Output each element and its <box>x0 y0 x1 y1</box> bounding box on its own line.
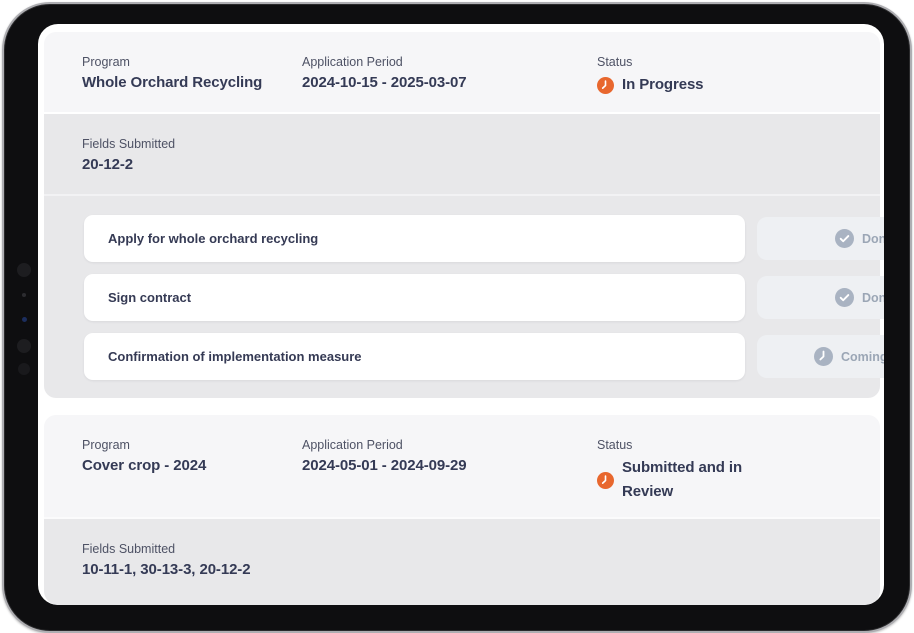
fields-submitted-value: 20-12-2 <box>82 156 134 173</box>
check-circle-icon <box>835 288 854 307</box>
fields-submitted-value: 10-11-1, 30-13-3, 20-12-2 <box>82 561 251 578</box>
program-label: Program <box>82 438 130 452</box>
sensor-dot-icon <box>22 317 27 322</box>
task-row-confirmation[interactable]: Confirmation of implementation measure <box>84 333 745 380</box>
task-status-badge: Coming <box>757 335 884 378</box>
task-status-badge: Done <box>757 217 884 260</box>
program-field: Program Cover crop - 2024 <box>82 437 206 476</box>
front-camera-icon <box>17 339 31 353</box>
clock-status-icon <box>597 471 614 489</box>
fields-submitted-section: Fields Submitted 20-12-2 <box>44 114 880 194</box>
program-card-header: Program Cover crop - 2024 Application Pe… <box>44 415 880 517</box>
badge-label: Done <box>862 231 884 246</box>
badge-label: Done <box>862 290 884 305</box>
sensor-dot-icon <box>22 293 26 297</box>
status-value: In Progress <box>622 76 704 93</box>
application-period-value: 2024-10-15 - 2025-03-07 <box>302 74 467 91</box>
front-camera-icon <box>18 363 30 375</box>
status-field: Status Submitted and in Review <box>597 437 762 504</box>
application-period-label: Application Period <box>302 55 403 69</box>
application-period-label: Application Period <box>302 438 403 452</box>
task-status-badge: Done <box>757 276 884 319</box>
check-circle-icon <box>835 229 854 248</box>
fields-submitted-field: Fields Submitted 20-12-2 <box>82 136 175 175</box>
badge-label: Coming <box>841 349 884 364</box>
application-period-field: Application Period 2024-10-15 - 2025-03-… <box>302 54 467 93</box>
application-period-field: Application Period 2024-05-01 - 2024-09-… <box>302 437 467 476</box>
app-screen: Program Whole Orchard Recycling Applicat… <box>38 24 884 605</box>
program-label: Program <box>82 55 130 69</box>
status-field: Status In Progress <box>597 54 704 97</box>
task-list: Apply for whole orchard recycling Sign c… <box>44 196 884 398</box>
status-value: Submitted and in Review <box>622 459 743 500</box>
fields-submitted-section: Fields Submitted 10-11-1, 30-13-3, 20-12… <box>44 519 880 605</box>
application-period-value: 2024-05-01 - 2024-09-29 <box>302 457 467 474</box>
section-divider <box>44 194 880 196</box>
front-camera-icon <box>17 263 31 277</box>
program-field: Program Whole Orchard Recycling <box>82 54 262 93</box>
clock-status-icon <box>597 76 614 94</box>
section-divider <box>44 517 880 519</box>
program-card-header: Program Whole Orchard Recycling Applicat… <box>44 32 880 112</box>
task-row-apply[interactable]: Apply for whole orchard recycling <box>84 215 745 262</box>
program-value: Whole Orchard Recycling <box>82 74 263 91</box>
status-label: Status <box>597 438 633 452</box>
clock-circle-icon <box>814 347 833 366</box>
fields-submitted-label: Fields Submitted <box>82 542 176 556</box>
fields-submitted-field: Fields Submitted 10-11-1, 30-13-3, 20-12… <box>82 541 251 580</box>
program-value: Cover crop - 2024 <box>82 457 207 474</box>
status-label: Status <box>597 55 633 69</box>
task-row-sign-contract[interactable]: Sign contract <box>84 274 745 321</box>
fields-submitted-label: Fields Submitted <box>82 137 176 151</box>
